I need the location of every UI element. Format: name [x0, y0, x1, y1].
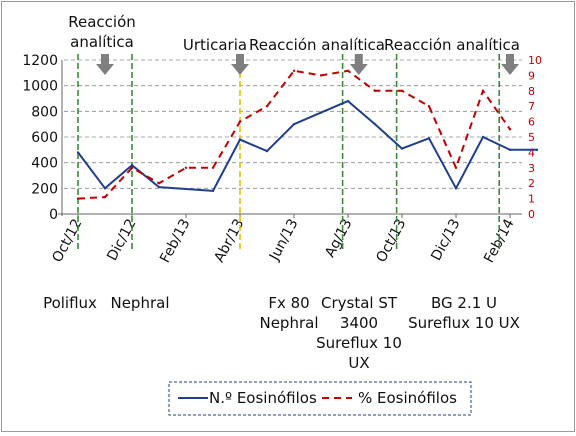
- left-tick-label: 0: [49, 207, 58, 223]
- left-tick-label: 800: [31, 104, 58, 120]
- legend-box: [168, 381, 472, 416]
- x-axis: Oct/12 Dic/12 Feb/13 Abr/13 Jun/13 Ag/13 Oct/1…: [49, 214, 518, 266]
- legend-label: N.º Eosinófilos: [209, 389, 317, 407]
- bottom-annotation-text: Nephral: [259, 314, 318, 332]
- left-tick-label: 400: [31, 156, 58, 172]
- bottom-annotation-text: Crystal ST: [321, 294, 398, 312]
- top-annotation-text: Reacción analítica: [384, 36, 520, 54]
- right-tick-label: 6: [528, 116, 535, 129]
- down-arrow-icon: [231, 54, 249, 75]
- data-point: [508, 128, 512, 131]
- data-point: [454, 187, 458, 190]
- data-point: [157, 182, 161, 185]
- data-point: [481, 89, 485, 93]
- left-tick-label: 200: [31, 181, 58, 197]
- data-point: [427, 105, 431, 108]
- data-point: [400, 89, 404, 93]
- down-arrow-icon: [349, 54, 368, 75]
- right-tick-label: 5: [528, 131, 535, 144]
- data-series: [76, 69, 539, 200]
- data-point: [346, 69, 350, 72]
- data-point: [130, 164, 134, 167]
- data-point: [103, 187, 107, 190]
- right-y-axis: 0 1 2 3 4 5 6 7 8 9 10: [528, 54, 542, 221]
- data-point: [346, 99, 350, 103]
- bottom-annotation-text: BG 2.1 U: [431, 294, 497, 312]
- top-annotation-text: analítica: [70, 33, 134, 51]
- data-point: [157, 185, 161, 189]
- x-tick-label: Feb/13: [157, 216, 193, 265]
- down-arrow-icon: [96, 54, 114, 75]
- data-point: [319, 74, 323, 77]
- x-tick-label: Jun/13: [266, 216, 301, 264]
- data-point: [427, 137, 431, 140]
- data-point: [373, 122, 377, 126]
- data-point: [319, 111, 323, 114]
- data-point: [238, 120, 242, 123]
- left-tick-label: 1000: [22, 79, 58, 95]
- eosinophil-chart: 0 200 400 600 800 1000 1200 0 1 2 3 4 5 6 7 8 9 10 Oct/1…: [22, 13, 542, 416]
- data-point: [184, 166, 188, 169]
- right-tick-label: 10: [528, 54, 542, 67]
- data-point: [130, 166, 134, 169]
- data-point: [373, 89, 377, 93]
- x-tick-label: Dic/12: [104, 216, 139, 263]
- bottom-annotation-text: Fx 80: [268, 294, 309, 312]
- x-tick-label: Feb/14: [481, 216, 517, 265]
- data-point: [481, 135, 485, 139]
- grid-lines: [64, 59, 522, 189]
- top-annotation-text: Urticaria: [183, 36, 247, 54]
- top-annotation-text: Reacción analítica: [249, 36, 385, 54]
- data-point: [265, 149, 269, 153]
- data-point: [508, 148, 512, 152]
- data-point: [76, 151, 80, 154]
- right-tick-label: 1: [528, 193, 535, 206]
- data-point: [265, 105, 269, 108]
- right-tick-label: 9: [528, 69, 535, 82]
- right-tick-label: 0: [528, 208, 535, 221]
- data-point: [454, 166, 458, 169]
- data-point: [76, 197, 80, 200]
- x-tick-label: Abr/13: [211, 216, 247, 265]
- bottom-annotation-text: Sureflux 10: [316, 334, 402, 352]
- bottom-annotation-text: Poliflux: [43, 294, 97, 312]
- right-tick-label: 4: [528, 146, 535, 159]
- data-point: [211, 189, 215, 193]
- legend-label: % Eosinófilos: [358, 389, 457, 407]
- bottom-annotation-text: UX: [348, 354, 369, 372]
- left-tick-label: 1200: [22, 53, 58, 69]
- right-tick-label: 7: [528, 100, 535, 113]
- x-tick-label: Oct/13: [373, 216, 409, 265]
- top-annotation-text: Reacción: [68, 13, 136, 31]
- x-tick-label: Oct/12: [49, 216, 85, 265]
- right-tick-label: 2: [528, 177, 535, 190]
- data-point: [103, 195, 107, 199]
- data-point: [238, 138, 242, 141]
- bottom-annotation-text: Sureflux 10 UX: [408, 314, 520, 332]
- x-tick-label: Dic/13: [428, 216, 463, 263]
- x-tick-label: Ag/13: [322, 216, 355, 260]
- right-tick-label: 3: [528, 162, 535, 175]
- down-arrow-icon: [501, 54, 519, 75]
- data-point: [211, 166, 215, 169]
- right-tick-label: 8: [528, 85, 535, 98]
- left-y-axis: 0 200 400 600 800 1000 1200: [22, 53, 522, 223]
- data-point: [535, 148, 539, 152]
- bottom-annotation-text: Nephral: [110, 294, 169, 312]
- data-point: [292, 69, 296, 72]
- data-point: [292, 122, 296, 126]
- left-tick-label: 600: [31, 130, 58, 146]
- legend: N.º Eosinófilos % Eosinófilos: [168, 381, 472, 416]
- count-eosinophils-line: [77, 100, 537, 192]
- bottom-annotation-text: 3400: [340, 314, 378, 332]
- data-point: [400, 147, 404, 150]
- percent-eosinophils-line: [77, 69, 511, 200]
